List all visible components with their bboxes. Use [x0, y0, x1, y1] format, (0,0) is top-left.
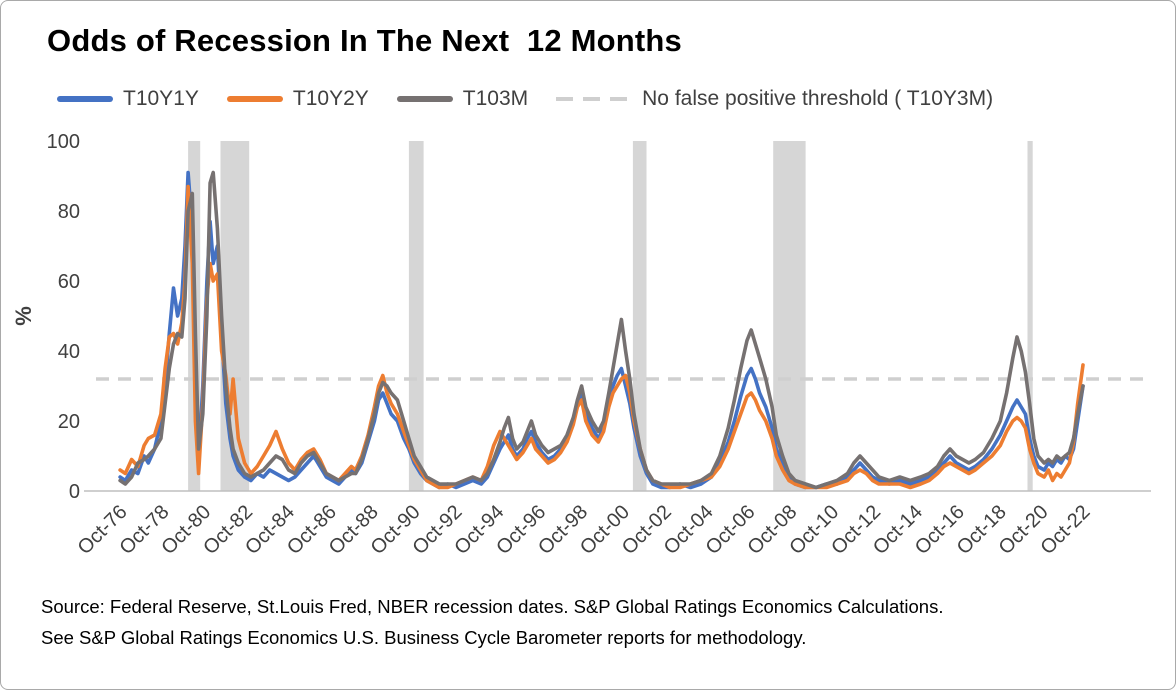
legend-item-t103m: T103M [396, 87, 529, 111]
chart-title: Odds of Recession In The Next 12 Months [47, 23, 682, 58]
source-line-2: See S&P Global Ratings Economics U.S. Bu… [41, 627, 807, 649]
legend-item-threshold: No false positive threshold ( T10Y3M) [556, 87, 993, 111]
series-line-t103m [118, 170, 1085, 490]
y-tick-label: 60 [58, 271, 80, 293]
legend-item-t10y2y: T10Y2Y [226, 87, 369, 111]
recession-band [632, 141, 647, 491]
source-note: Source: Federal Reserve, St.Louis Fred, … [41, 591, 943, 654]
legend-label-t10y2y: T10Y2Y [292, 87, 369, 110]
y-tick-label: 80 [58, 201, 80, 223]
legend-swatch-t103m [396, 96, 453, 102]
y-tick-label: 40 [58, 341, 80, 363]
legend-label-t103m: T103M [462, 87, 529, 110]
recession-odds-chart: 020406080100%Oct-76Oct-78Oct-80Oct-82Oct… [11, 131, 1151, 559]
legend-label-threshold: No false positive threshold ( T10Y3M) [642, 87, 994, 110]
series-line-t10y1y [118, 170, 1085, 490]
recession-band [408, 141, 424, 491]
series-line-t10y2y [118, 184, 1085, 490]
legend-swatch-t10y1y [57, 96, 113, 102]
recession-band [1027, 141, 1033, 491]
recession-band [220, 141, 250, 491]
source-line-1: Source: Federal Reserve, St.Louis Fred, … [41, 596, 944, 617]
y-axis-label: % [11, 306, 36, 326]
legend-swatch-t10y2y [226, 96, 283, 102]
legend-label-t10y1y: T10Y1Y [123, 87, 199, 110]
y-tick-label: 0 [69, 481, 80, 503]
y-tick-label: 100 [47, 131, 80, 153]
recession-band [773, 141, 806, 491]
y-tick-label: 20 [58, 411, 80, 433]
legend-swatch-threshold [556, 97, 633, 101]
legend-item-t10y1y: T10Y1Y [57, 87, 199, 111]
chart-legend: T10Y1Y T10Y2Y T103M No false positive th… [57, 87, 1021, 111]
